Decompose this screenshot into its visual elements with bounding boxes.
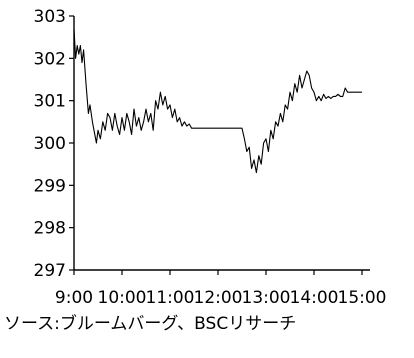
x-tick-label: 15:00 — [338, 288, 387, 308]
y-tick-label: 297 — [34, 261, 66, 281]
x-tick-label: 14:00 — [290, 288, 339, 308]
x-tick-label: 9:00 — [55, 288, 93, 308]
y-tick-label: 301 — [34, 92, 66, 112]
chart-svg: 297 298 299 300 301 302 303 9:00 10:00 11:00 12:0… — [34, 7, 387, 308]
x-tick-label: 11:00 — [146, 288, 195, 308]
source-note: ソース:ブルームバーグ、BSCリサーチ — [4, 314, 297, 334]
y-tick-label: 300 — [34, 134, 66, 154]
y-tick-label: 298 — [34, 219, 66, 239]
y-tick-label: 303 — [34, 7, 66, 27]
y-tick-label: 302 — [34, 49, 66, 69]
price-line — [73, 28, 362, 174]
y-tick-label: 299 — [34, 176, 66, 196]
x-tick-label: 10:00 — [98, 288, 147, 308]
x-tick-label: 12:00 — [194, 288, 243, 308]
x-tick-label: 13:00 — [242, 288, 291, 308]
x-ticks: 9:00 10:00 11:00 12:00 13:00 14:00 15:00 — [55, 270, 387, 308]
y-ticks: 297 298 299 300 301 302 303 — [34, 7, 74, 281]
